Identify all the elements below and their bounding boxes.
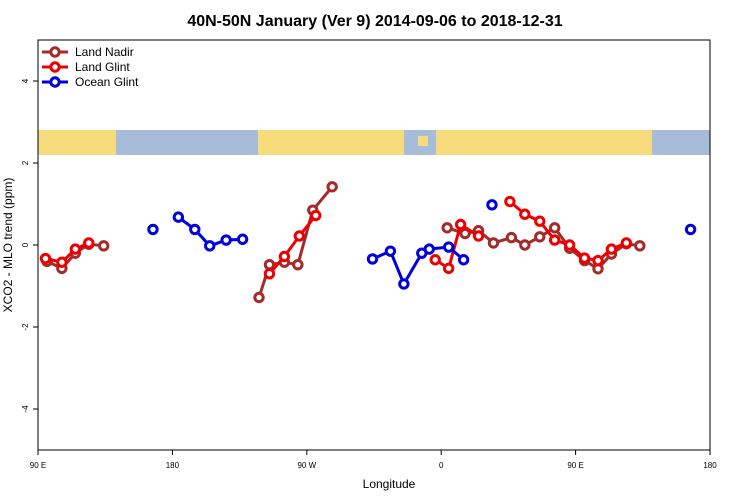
point <box>253 291 265 304</box>
point <box>505 231 518 244</box>
y-tick-label: -4 <box>21 405 30 413</box>
point <box>548 222 561 234</box>
point <box>472 230 485 242</box>
legend-marker <box>49 46 61 58</box>
point <box>454 218 467 231</box>
point <box>39 252 52 265</box>
point <box>398 278 410 290</box>
point <box>441 222 453 234</box>
point <box>548 234 561 246</box>
y-tick-label: 2 <box>21 160 30 165</box>
x-tick-label: 0 <box>439 461 444 470</box>
map-strip <box>38 130 710 155</box>
point <box>504 195 516 208</box>
y-tick-label: 0 <box>21 242 30 247</box>
point <box>423 243 435 255</box>
point <box>578 252 591 264</box>
point <box>263 268 276 280</box>
point <box>147 223 159 236</box>
x-tick-label: 180 <box>166 461 180 470</box>
point <box>220 234 232 246</box>
point <box>292 258 304 271</box>
point <box>83 237 95 249</box>
legend-label: Land Glint <box>75 60 130 74</box>
x-tick-label: 180 <box>703 461 717 470</box>
legend-marker <box>49 61 61 73</box>
x-tick-label: 90 E <box>30 461 46 470</box>
point <box>69 243 82 255</box>
point <box>605 243 618 255</box>
point <box>326 181 338 193</box>
point <box>429 254 441 266</box>
point <box>172 211 185 223</box>
land <box>418 136 428 146</box>
point <box>293 230 306 242</box>
x-axis-label: Longitude <box>363 477 416 491</box>
point <box>563 239 576 251</box>
point <box>310 209 322 222</box>
point <box>366 253 379 265</box>
point <box>487 237 500 249</box>
point <box>442 241 455 253</box>
legend-marker <box>49 76 61 88</box>
point <box>592 254 604 267</box>
point <box>56 256 68 268</box>
point <box>486 199 498 211</box>
point <box>263 258 276 271</box>
y-tick-label: -2 <box>21 323 30 331</box>
point <box>98 240 110 252</box>
x-tick-label: 90 E <box>567 461 583 470</box>
x-tick-label: 90 W <box>297 461 316 470</box>
point <box>236 233 249 245</box>
point <box>620 237 633 249</box>
legend-label: Ocean Glint <box>75 75 139 89</box>
point <box>278 250 291 263</box>
point <box>189 223 201 236</box>
point <box>384 245 397 257</box>
point <box>442 262 455 275</box>
point <box>204 240 216 252</box>
point <box>519 208 531 220</box>
land <box>436 130 652 155</box>
legend-label: Land Nadir <box>75 45 134 59</box>
point <box>457 254 470 266</box>
point <box>534 215 546 227</box>
land <box>258 130 404 155</box>
point <box>684 223 697 236</box>
series-line <box>45 200 627 275</box>
y-axis-label: XCO2 - MLO trend (ppm) <box>1 178 15 313</box>
y-tick-label: 4 <box>21 78 30 83</box>
point <box>519 239 531 251</box>
point <box>534 231 546 243</box>
point <box>459 227 471 240</box>
land <box>38 130 116 155</box>
point <box>634 240 646 252</box>
chart-title: 40N-50N January (Ver 9) 2014-09-06 to 20… <box>187 13 562 30</box>
